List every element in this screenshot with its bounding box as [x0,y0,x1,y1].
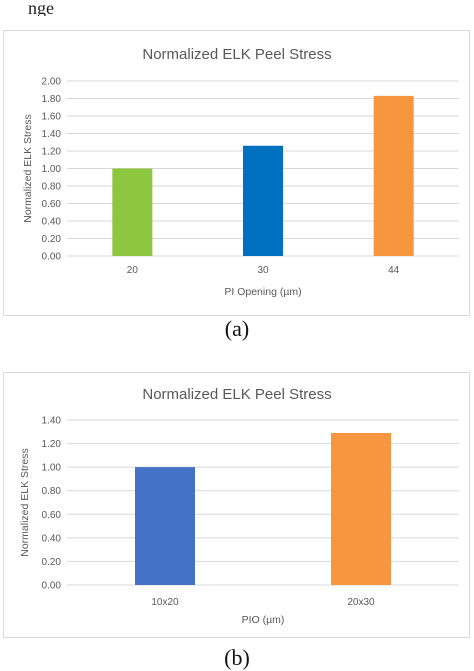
chart-a-ytick-label: 2.00 [42,77,62,88]
chart-b-ytick-label: 0.20 [42,557,62,568]
chart-b-ytick-label: 0.80 [42,486,62,497]
chart-b: Normalized ELK Peel Stress 0.00 0.20 0.40 0… [3,372,470,638]
chart-a-xtick-label: 20 [127,265,139,276]
chart-a-bars [112,95,414,256]
chart-a-bar [112,168,153,256]
chart-b-ylabel: Normalized ELK Stress [19,448,31,557]
top-text-fragment: nge [28,0,54,16]
chart-a-svg: Normalized ELK Peel Stress 0.000.200.400… [22,46,459,298]
chart-a-title: Normalized ELK Peel Stress [142,46,331,63]
caption-b: (b) [224,645,250,670]
chart-a-ytick-label: 0.00 [42,252,62,263]
chart-a-ytick-label: 0.20 [42,234,62,245]
chart-a-bar [373,95,414,256]
chart-b-gridlines [67,419,459,586]
chart-a-ytick-labels: 0.00 0.20 0.40 0.60 0.80 1.00 1.20 1.40 1.60 1.80… [42,77,62,263]
chart-b-ytick-label: 0.00 [42,581,62,592]
chart-a-ytick-label: 1.40 [42,129,62,140]
chart-b-svg: Normalized ELK Peel Stress 0.000.200.400… [19,386,459,626]
chart-a-ytick-label: 1.60 [42,112,62,123]
chart-a-ytick-label: 0.40 [42,217,62,228]
chart-a-xlabel: PI Opening (µm) [224,286,301,298]
chart-a-bar [243,145,283,256]
chart-b-bar [331,432,391,585]
chart-b-ytick-label: 0.60 [42,510,62,521]
chart-b-ytick-label: 1.20 [42,439,62,450]
chart-b-ytick-label: 1.00 [42,463,62,474]
chart-a-ylabel: Normalized ELK Stress [22,114,34,223]
chart-a: Normalized ELK Peel Stress 0.00 0.20 0.40 0… [3,30,470,316]
chart-a-xtick-label: 44 [388,265,400,276]
chart-b-ytick-label: 0.40 [42,533,62,544]
chart-a-ytick-label: 1.00 [42,164,62,175]
chart-b-ytick-labels: 0.00 0.20 0.40 0.60 0.80 1.00 1.20 1.40 [42,416,62,592]
chart-b-xtick-label: 20x30 [347,597,375,608]
chart-b-bars [135,432,391,585]
chart-a-ytick-label: 1.80 [42,94,62,105]
caption-a: (a) [224,316,250,341]
chart-b-ytick-label: 1.40 [42,416,62,427]
chart-a-ytick-label: 0.60 [42,199,62,210]
chart-a-xtick-label: 30 [257,265,269,276]
chart-b-xtick-label: 10x20 [151,597,179,608]
chart-b-title: Normalized ELK Peel Stress [142,386,331,403]
chart-a-ytick-label: 1.20 [42,147,62,158]
chart-b-xtick-labels: 10x20 20x30 [151,597,375,608]
chart-b-xlabel: PIO (µm) [242,614,285,626]
chart-b-bar [135,467,195,585]
chart-a-xtick-labels: 20 30 44 [127,265,400,276]
chart-a-ytick-label: 0.80 [42,182,62,193]
